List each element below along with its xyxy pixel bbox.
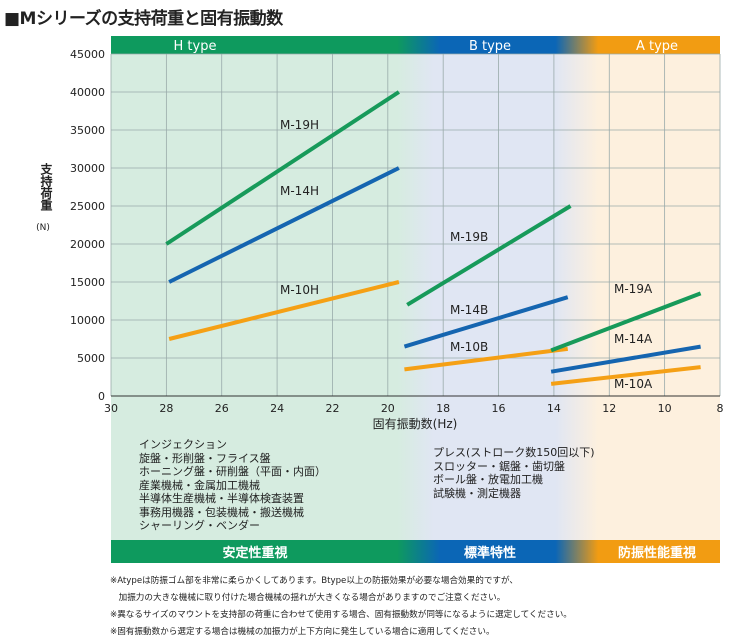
x-tick-label: 14 <box>547 402 561 415</box>
y-axis-label: 支持荷重 (N) <box>36 163 53 238</box>
use-item: シャーリング・ベンダー <box>139 519 260 532</box>
y-tick-label: 30000 <box>70 162 105 175</box>
series-label: M-19B <box>450 230 488 244</box>
y-tick-label: 25000 <box>70 200 105 213</box>
x-tick-label: 20 <box>381 402 395 415</box>
band-label: H type <box>174 39 217 54</box>
y-tick-label: 45000 <box>70 48 105 61</box>
page-title: ■Mシリーズの支持荷重と固有振動数 <box>4 9 283 29</box>
series-line-m-19h <box>165 90 400 246</box>
series-line-m-10a <box>550 365 701 386</box>
use-item: 産業機械・金属加工機械 <box>139 478 260 492</box>
use-item: スロッター・鋸盤・歯切盤 <box>433 459 565 473</box>
use-item: プレス(ストローク数150回以下) <box>433 446 595 459</box>
band-feature-label: 安定性重視 <box>222 545 287 561</box>
feature-footer-band <box>111 540 720 563</box>
plot-background <box>111 54 720 540</box>
use-item: 事務用機器・包装機械・搬送機械 <box>139 505 304 519</box>
band-label: B type <box>469 39 511 54</box>
note-line: ※Atypeは防振ゴム部を非常に柔らかくしてあります。Btype以上の防振効果が… <box>110 576 519 586</box>
band-label: A type <box>636 39 678 54</box>
series-line-m-19a <box>550 291 702 353</box>
band-feature-label: 防振性能重視 <box>618 545 696 561</box>
x-tick-label: 24 <box>270 402 284 415</box>
band-feature-label: 標準特性 <box>464 545 516 561</box>
b-type-uses: プレス(ストローク数150回以下) スロッター・鋸盤・歯切盤 ボール盤・放電加工機試… <box>433 446 595 500</box>
series-line-m-14h <box>168 166 400 284</box>
note-line: ※異なるサイズのマウントを支持部の荷重に合わせて使用する場合、固有振動数が同等に… <box>110 610 572 620</box>
x-tick-label: 26 <box>215 402 229 415</box>
series-label: M-19A <box>614 282 653 296</box>
x-tick-label: 22 <box>325 402 339 415</box>
h-type-uses: インジェクション 旋盤・形削盤・フライス盤 ホーニング盤・研削盤（平面・内面） 産業機… <box>139 438 326 533</box>
use-item: ホーニング盤・研削盤（平面・内面） <box>139 465 326 478</box>
series-line-m-14a <box>550 344 701 374</box>
series-line-m-14b <box>403 295 569 349</box>
series-line-m-10b <box>404 346 568 372</box>
y-tick-label: 0 <box>98 390 105 403</box>
note-line: 加振力の大きな機械に取り付けた場合機械の揺れが大きくなる場合がありますのでご注意… <box>110 593 506 603</box>
x-tick-label: 10 <box>658 402 672 415</box>
use-item: インジェクション <box>139 438 227 451</box>
series-label: M-10A <box>614 377 653 391</box>
x-tick-label: 18 <box>436 402 450 415</box>
y-tick-label: 15000 <box>70 276 105 289</box>
y-tick-label: 20000 <box>70 238 105 251</box>
series-label: M-10H <box>280 283 319 297</box>
series-line-m-10h <box>168 280 400 341</box>
x-axis-title: 固有振動数(Hz) <box>373 416 458 431</box>
y-tick-label: 40000 <box>70 86 105 99</box>
use-item: 半導体生産機械・半導体検査装置 <box>139 492 304 505</box>
series-label: M-14H <box>280 184 319 198</box>
series-label: M-19H <box>280 118 319 132</box>
type-header-band <box>111 36 720 54</box>
series-label: M-14A <box>614 332 653 346</box>
use-item: 試験機・測定機器 <box>433 486 521 500</box>
x-tick-label: 12 <box>602 402 616 415</box>
y-tick-label: 35000 <box>70 124 105 137</box>
x-tick-label: 8 <box>717 402 724 415</box>
y-axis-unit: (N) <box>36 223 50 233</box>
x-tick-label: 16 <box>492 402 506 415</box>
x-tick-label: 30 <box>104 402 118 415</box>
use-item: ボール盤・放電加工機 <box>433 473 543 486</box>
use-item: 旋盤・形削盤・フライス盤 <box>139 451 271 465</box>
y-axis-title: 支持荷重 <box>39 163 53 211</box>
y-tick-label: 10000 <box>70 314 105 327</box>
series-label: M-10B <box>450 340 488 354</box>
x-tick-label: 28 <box>159 402 173 415</box>
note-line: ※固有振動数から選定する場合は機械の加振力が上下方向に発生している場合に適用して… <box>110 627 495 637</box>
series-label: M-14B <box>450 303 488 317</box>
series-line-m-19b <box>406 204 572 307</box>
y-tick-label: 5000 <box>77 352 105 365</box>
